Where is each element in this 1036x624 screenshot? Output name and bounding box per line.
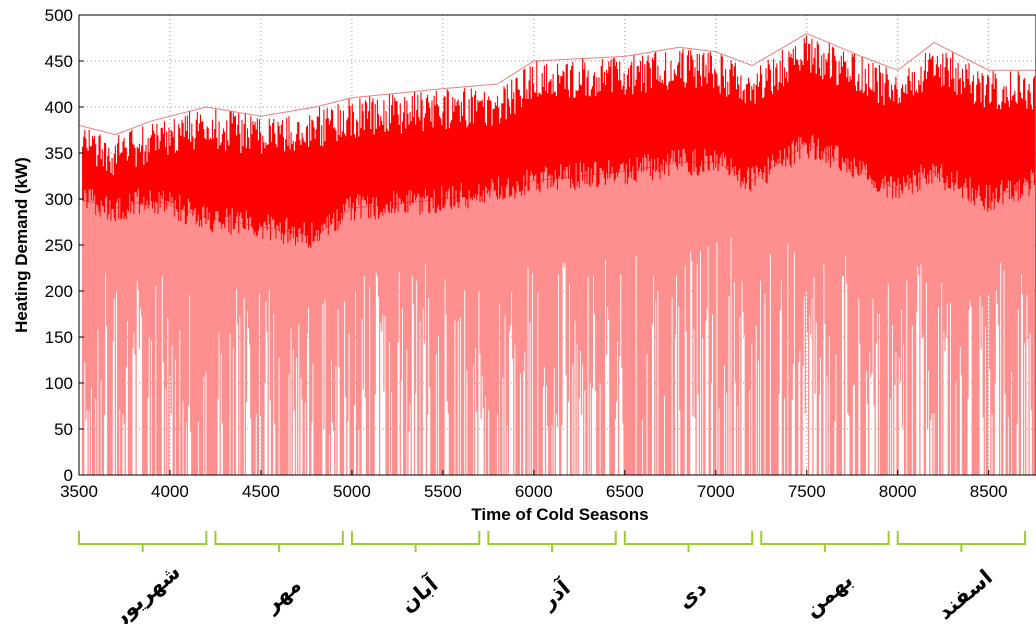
month-label: شهریور [107, 560, 185, 624]
month-bracket [623, 531, 754, 552]
y-tick-label: 250 [45, 236, 73, 255]
month-label: دی [673, 576, 712, 614]
x-tick-label: 8500 [970, 482, 1008, 501]
x-tick-label: 6000 [515, 482, 553, 501]
y-tick-label: 0 [64, 466, 73, 485]
y-tick-label: 50 [54, 420, 73, 439]
month-bracket [350, 531, 481, 552]
data-layer [78, 32, 1036, 475]
y-tick-label: 300 [45, 190, 73, 209]
month-label: مهر [259, 573, 306, 618]
month-bracket [78, 531, 208, 552]
x-tick-label: 7500 [788, 482, 826, 501]
series-peak-band [82, 35, 1036, 249]
x-tick-label: 5000 [333, 482, 371, 501]
y-tick-label: 150 [45, 328, 73, 347]
month-bracket [896, 531, 1027, 552]
month-label: آبان [395, 571, 443, 617]
y-tick-label: 450 [45, 52, 73, 71]
y-axis-title: Heating Demand (kW) [12, 157, 31, 333]
month-label: بهمن [800, 568, 857, 622]
y-tick-label: 100 [45, 374, 73, 393]
peak-envelope [78, 32, 1036, 136]
y-tick-label: 200 [45, 282, 73, 301]
month-label: اسفند [933, 565, 997, 624]
x-tick-label: 7000 [697, 482, 735, 501]
month-bracket [487, 531, 617, 552]
y-tick-label: 500 [45, 6, 73, 25]
x-tick-label: 6500 [606, 482, 644, 501]
trough-envelope [78, 143, 1036, 237]
month-bracket [760, 531, 890, 552]
month-label: آذر [535, 575, 575, 615]
x-tick-label: 8000 [879, 482, 917, 501]
y-tick-label: 350 [45, 144, 73, 163]
month-bracket [214, 531, 344, 552]
month-groups: شهریور مهر آبان آذر دی بهمن اسفند [78, 531, 1027, 624]
x-tick-label: 5500 [424, 482, 462, 501]
x-tick-label: 4500 [242, 482, 280, 501]
tick-layer: 0 50 100 150 200 250 300 350 400 450 500 3500 4000 45… [45, 6, 1008, 501]
x-tick-label: 4000 [151, 482, 189, 501]
x-tick-label: 3500 [60, 482, 98, 501]
x-axis-title: Time of Cold Seasons [471, 505, 648, 524]
y-tick-label: 400 [45, 98, 73, 117]
